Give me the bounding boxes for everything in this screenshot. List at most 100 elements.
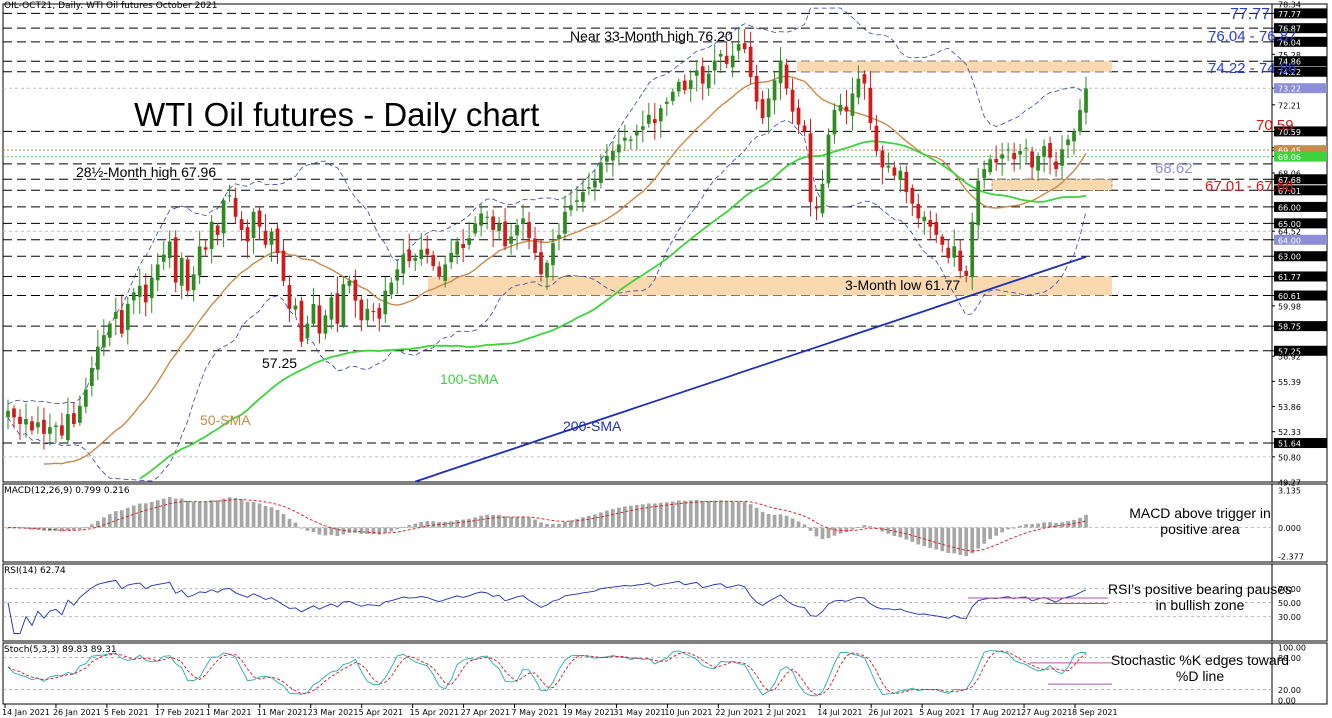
candle-body [12, 408, 16, 418]
macd-bar [694, 499, 699, 528]
candle-body [497, 223, 501, 232]
macd-bar [491, 514, 495, 528]
candle-body [1036, 155, 1040, 171]
macd-bar [976, 527, 981, 549]
candle-body [563, 211, 567, 234]
macd-bar [892, 527, 897, 536]
macd-bar [275, 509, 280, 528]
macd-bar [946, 527, 951, 553]
candle-body [197, 246, 202, 276]
price-tag-bg [1274, 145, 1327, 156]
macd-bar [431, 521, 436, 528]
date-label: 8 Sep 2021 [1072, 708, 1118, 717]
candle-body [1078, 109, 1082, 132]
candle-body [1084, 88, 1088, 113]
candle-body [1024, 147, 1028, 149]
macd-bar [1012, 527, 1016, 529]
macd-bar [443, 521, 448, 528]
macd-bar [281, 513, 286, 528]
macd-bar [287, 518, 292, 528]
macd-bar [72, 527, 76, 531]
date-label: 31 May 2021 [613, 708, 665, 717]
candle-body [1060, 149, 1064, 166]
price-tag-label: 76.04 [1278, 38, 1301, 47]
macd-bar [664, 502, 669, 528]
macd-bar [467, 518, 472, 528]
bollinger-lower [7, 119, 1087, 482]
candle-body [72, 413, 76, 424]
candle-body [311, 303, 316, 324]
macd-bar [652, 503, 657, 528]
macd-bar [251, 502, 256, 528]
macd-bar [994, 527, 999, 536]
price-tick-label: 68.06 [1278, 170, 1301, 179]
macd-bar [173, 498, 178, 528]
price-tag-bg [1274, 345, 1327, 356]
candle-body [443, 264, 448, 281]
macd-bar [617, 507, 621, 528]
price-tick-label: 49.27 [1278, 479, 1301, 488]
candle-body [293, 305, 298, 310]
date-label: 14 Jan 2021 [2, 708, 50, 717]
macd-bar [742, 501, 747, 528]
candle-body [479, 213, 483, 226]
candle-body [263, 230, 268, 245]
price-tag-label: 67.01 [1278, 187, 1301, 196]
candle-body [742, 43, 747, 50]
candle-body [66, 414, 70, 441]
macd-bar [718, 500, 723, 528]
candle-body [1042, 146, 1046, 157]
candle-body [305, 323, 310, 338]
macd-bar [533, 519, 537, 528]
macd-bar [377, 527, 382, 535]
macd-bar [886, 527, 891, 534]
price-tag-bg [1274, 218, 1327, 229]
price-tag-bg [1274, 271, 1327, 282]
candle-body [107, 323, 112, 338]
candle-body [922, 216, 927, 222]
candle-body [617, 144, 621, 153]
level-label-7059: 70.59 [1256, 117, 1294, 134]
macd-bar [826, 527, 831, 539]
candle-body [916, 203, 921, 219]
macd-tick-label: 3.135 [1278, 487, 1301, 496]
candle-body [611, 151, 615, 161]
candle-body [317, 305, 322, 334]
price-tick-label: 59.98 [1278, 302, 1301, 311]
candle-body [347, 280, 352, 286]
macd-bar [688, 500, 693, 528]
candle-body [48, 427, 52, 434]
macd-bar [473, 517, 477, 528]
macd-bar [569, 520, 573, 528]
macd-bar [461, 519, 466, 528]
macd-bar [527, 517, 531, 528]
macd-bar [754, 507, 759, 528]
macd-bar [323, 527, 328, 536]
candle-body [329, 297, 334, 320]
candle-body [18, 416, 22, 424]
stoch-comment: Stochastic %K edges toward %D line [1110, 652, 1290, 684]
price-tag-label: 57.25 [1278, 347, 1301, 356]
macd-bar [748, 504, 753, 528]
candle-body [784, 64, 789, 89]
candle-body [167, 241, 172, 258]
annotation-low-57: 57.25 [262, 355, 298, 371]
macd-bar [449, 521, 454, 528]
macd-bar [515, 516, 519, 528]
level-label-7777: 77.77 [1230, 6, 1271, 23]
price-tag-label: 67.68 [1278, 176, 1301, 185]
macd-bar [1048, 522, 1052, 528]
macd-bar [736, 501, 741, 528]
candle-body [419, 249, 424, 259]
candle-body [323, 315, 328, 334]
candle-body [413, 257, 418, 261]
rsi-tick-label: 70.00 [1278, 585, 1301, 594]
price-tag-label: 51.64 [1278, 440, 1301, 449]
macd-bar [796, 521, 801, 528]
candle-body [587, 187, 591, 189]
price-tag-bg [1274, 83, 1327, 94]
date-label: 27 Aug 2021 [1021, 708, 1072, 717]
macd-bar [1024, 524, 1028, 528]
candle-body [203, 247, 208, 250]
rsi-comment: RSI's positive bearing pauses in bullish… [1108, 581, 1292, 613]
